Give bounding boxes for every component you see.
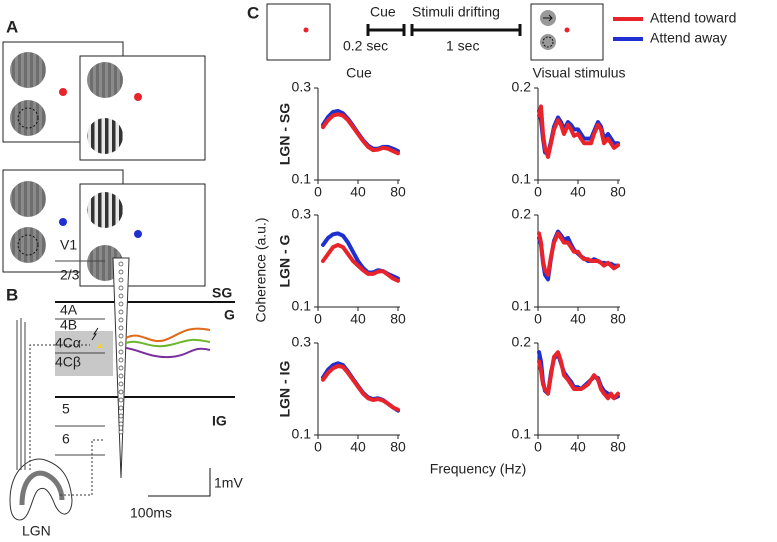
- scale-label: 1mV: [214, 475, 243, 491]
- panel-label: A: [6, 17, 18, 36]
- legend-label: Attend away: [650, 30, 727, 46]
- y-tick-label: 0.3: [292, 79, 312, 95]
- y-tick-label: 0.2: [512, 334, 532, 350]
- stim-time: 1 sec: [446, 38, 479, 54]
- y-tick-label: 0.2: [512, 206, 532, 222]
- y-tick-label: 0.1: [292, 298, 312, 314]
- y-axis-label: Coherence (a.u.): [253, 217, 269, 322]
- x-tick-label: 0: [534, 439, 542, 455]
- y-tick-label: 0.1: [512, 298, 532, 314]
- layer-label: 4Cα: [55, 335, 81, 351]
- layer-label: 4A: [60, 302, 78, 318]
- series-line: [321, 242, 400, 283]
- x-axis-label: Frequency (Hz): [430, 461, 526, 477]
- stim-label: Stimuli drifting: [412, 4, 500, 20]
- x-tick-label: 80: [390, 311, 406, 327]
- panel-b: B V1 2/3 4A 4B 4Cα 4Cβ 5 6 SG G IG: [6, 237, 243, 539]
- x-tick-label: 80: [610, 439, 626, 455]
- scale-label: 100ms: [130, 505, 172, 521]
- x-tick-label: 0: [534, 311, 542, 327]
- row-label: LGN - G: [277, 234, 293, 287]
- x-tick-label: 0: [314, 311, 322, 327]
- x-tick-label: 40: [350, 184, 366, 200]
- x-tick-label: 0: [534, 184, 542, 200]
- layer-label: 6: [62, 431, 70, 447]
- chart-title: Visual stimulus: [532, 65, 625, 81]
- series-line: [537, 231, 620, 277]
- panel-label: C: [247, 3, 259, 22]
- legend-label: Attend toward: [650, 10, 736, 26]
- series-line: [537, 350, 620, 401]
- layer-label: 4B: [60, 317, 77, 333]
- panel-a: A: [2, 17, 206, 287]
- row-label: LGN - SG: [277, 103, 293, 165]
- zone-label: IG: [212, 413, 227, 429]
- x-tick-label: 40: [350, 439, 366, 455]
- series-line: [321, 112, 400, 156]
- chart-title: Cue: [346, 65, 372, 81]
- y-tick-label: 0.3: [292, 206, 312, 222]
- cue-label: Cue: [370, 4, 396, 20]
- lgn-label: LGN: [22, 523, 51, 539]
- x-tick-label: 80: [610, 311, 626, 327]
- x-tick-label: 80: [390, 439, 406, 455]
- x-tick-label: 40: [570, 184, 586, 200]
- layer-label: 4Cβ: [55, 354, 81, 370]
- x-tick-label: 0: [314, 184, 322, 200]
- series-line: [321, 364, 400, 412]
- y-tick-label: 0.1: [292, 171, 312, 187]
- x-tick-label: 40: [570, 439, 586, 455]
- x-tick-label: 80: [390, 184, 406, 200]
- series-line: [537, 104, 620, 159]
- zone-label: G: [224, 307, 235, 323]
- panel-c-header: C Cue 0.2 sec Stimuli drifting 1 sec: [247, 3, 604, 61]
- layer-label: 2/3: [60, 267, 80, 283]
- y-tick-label: 0.1: [512, 426, 532, 442]
- y-tick-label: 0.3: [292, 334, 312, 350]
- x-tick-label: 40: [350, 311, 366, 327]
- x-tick-label: 40: [570, 311, 586, 327]
- layer-label: V1: [60, 237, 77, 253]
- x-tick-label: 80: [610, 184, 626, 200]
- zone-label: SG: [212, 285, 232, 301]
- panel-label: B: [6, 285, 18, 304]
- x-tick-label: 0: [314, 439, 322, 455]
- y-tick-label: 0.1: [512, 171, 532, 187]
- y-tick-label: 0.2: [512, 79, 532, 95]
- layer-label: 5: [62, 401, 70, 417]
- row-label: LGN - IG: [277, 361, 293, 418]
- y-tick-label: 0.1: [292, 426, 312, 442]
- cue-time: 0.2 sec: [343, 38, 388, 54]
